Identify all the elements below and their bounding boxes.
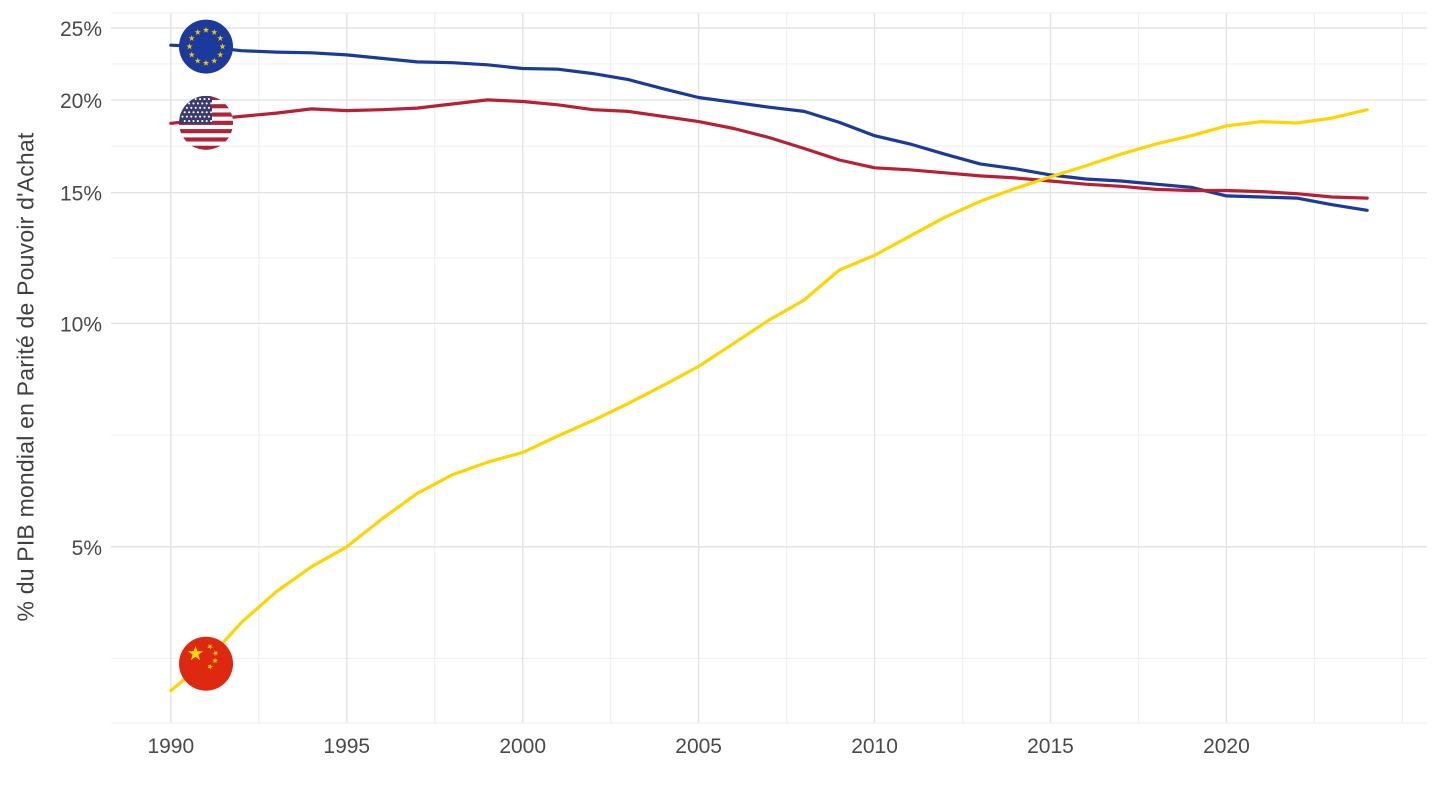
x-tick-label: 2020 [1203, 735, 1250, 758]
y-axis-title: % du PIB mondial en Parité de Pouvoir d'… [12, 132, 39, 622]
eu-flag-icon [179, 19, 234, 74]
x-tick-label: 2005 [675, 735, 722, 758]
y-tick-label: 15% [60, 183, 102, 206]
y-tick-label: 5% [72, 537, 102, 560]
x-tick-label: 1990 [147, 735, 194, 758]
x-tick-label: 1995 [323, 735, 370, 758]
x-tick-label: 2000 [499, 735, 546, 758]
gridlines-minor [111, 12, 1427, 724]
cn-series-line [169, 108, 1369, 693]
y-tick-label: 10% [60, 313, 102, 336]
x-tick-label: 2015 [1027, 735, 1074, 758]
eu-series-line [169, 43, 1369, 212]
y-tick-label: 20% [60, 90, 102, 113]
gridlines-major [111, 13, 1427, 723]
us-flag-icon [179, 95, 234, 150]
us-series-line [169, 98, 1369, 200]
china-flag-icon [179, 636, 234, 691]
x-tick-label: 2010 [851, 735, 898, 758]
axis-tick-labels: 25% 20% 15% 10% 5% 1990 1995 2000 2005 2010 2015 20… [60, 18, 1250, 758]
y-tick-label: 25% [60, 18, 102, 41]
